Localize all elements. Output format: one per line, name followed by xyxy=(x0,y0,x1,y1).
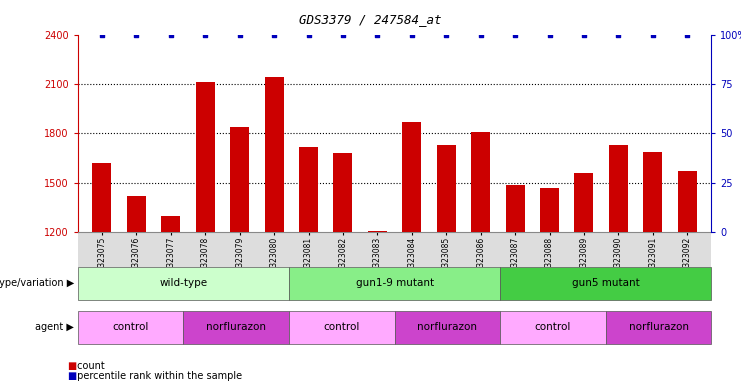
Point xyxy=(268,31,280,38)
Bar xyxy=(299,147,318,232)
Bar xyxy=(471,132,490,232)
Bar xyxy=(402,122,422,232)
Text: gun1-9 mutant: gun1-9 mutant xyxy=(356,278,433,288)
Text: ■: ■ xyxy=(67,371,76,381)
Point xyxy=(509,31,521,38)
Text: control: control xyxy=(113,322,149,333)
Text: count: count xyxy=(74,361,104,371)
Bar xyxy=(265,78,284,232)
Text: percentile rank within the sample: percentile rank within the sample xyxy=(74,371,242,381)
Text: norflurazon: norflurazon xyxy=(417,322,477,333)
Point xyxy=(647,31,659,38)
Text: norflurazon: norflurazon xyxy=(628,322,688,333)
Point xyxy=(165,31,176,38)
Point xyxy=(371,31,383,38)
Bar xyxy=(230,127,249,232)
Bar xyxy=(162,216,180,232)
Point xyxy=(544,31,556,38)
Point xyxy=(96,31,108,38)
Point xyxy=(233,31,245,38)
Bar xyxy=(127,196,146,232)
Point xyxy=(199,31,211,38)
Point xyxy=(406,31,418,38)
Text: control: control xyxy=(324,322,360,333)
Bar xyxy=(505,185,525,232)
Point xyxy=(440,31,452,38)
Bar xyxy=(436,145,456,232)
Text: gun5 mutant: gun5 mutant xyxy=(572,278,639,288)
Bar xyxy=(574,173,594,232)
Point xyxy=(613,31,625,38)
Bar xyxy=(678,171,697,232)
Point xyxy=(578,31,590,38)
Point xyxy=(681,31,693,38)
Point xyxy=(337,31,349,38)
Bar xyxy=(196,82,215,232)
Text: agent ▶: agent ▶ xyxy=(36,322,74,333)
Bar xyxy=(368,231,387,232)
Text: norflurazon: norflurazon xyxy=(206,322,266,333)
Text: genotype/variation ▶: genotype/variation ▶ xyxy=(0,278,74,288)
Text: wild-type: wild-type xyxy=(159,278,207,288)
Text: ■: ■ xyxy=(67,361,76,371)
Point xyxy=(475,31,487,38)
Bar xyxy=(643,152,662,232)
Bar xyxy=(93,163,111,232)
Bar xyxy=(333,153,353,232)
Bar xyxy=(540,188,559,232)
Point xyxy=(302,31,314,38)
Text: GDS3379 / 247584_at: GDS3379 / 247584_at xyxy=(299,13,442,26)
Point xyxy=(130,31,142,38)
Text: control: control xyxy=(535,322,571,333)
Bar xyxy=(609,145,628,232)
